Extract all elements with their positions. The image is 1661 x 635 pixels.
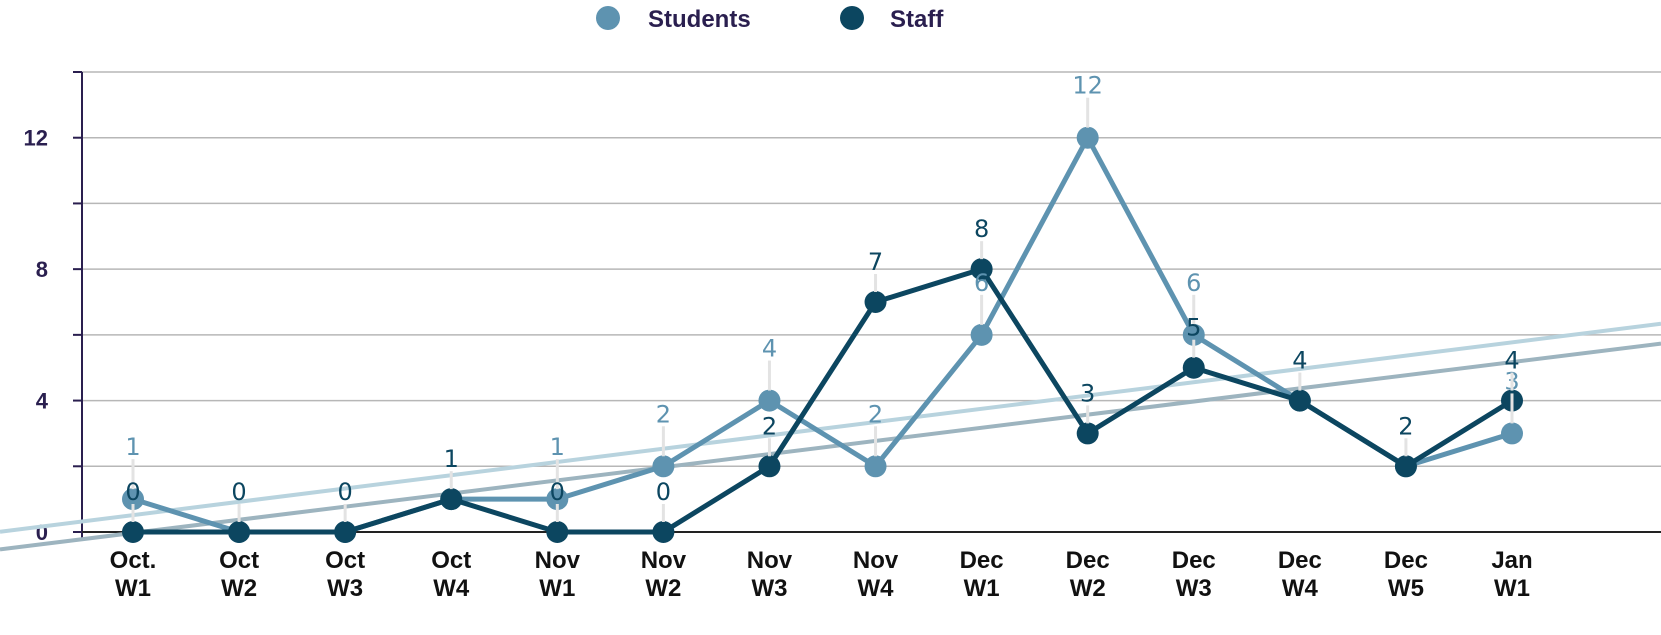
data-label-staff: 4 bbox=[1292, 347, 1307, 375]
point-students bbox=[970, 323, 993, 346]
point-staff bbox=[1288, 389, 1311, 412]
point-staff bbox=[546, 521, 569, 543]
data-label-staff: 7 bbox=[868, 248, 883, 276]
point-students bbox=[122, 488, 144, 511]
data-label-staff: 2 bbox=[762, 412, 777, 440]
point-students bbox=[1182, 323, 1205, 346]
point-staff bbox=[1394, 455, 1417, 478]
x-tick-label: Oct. W1 bbox=[110, 547, 157, 602]
data-label-staff: 5 bbox=[1186, 314, 1201, 342]
point-staff bbox=[1076, 422, 1099, 445]
point-students bbox=[1501, 422, 1523, 445]
point-staff bbox=[334, 521, 357, 543]
legend-marker-students bbox=[596, 6, 620, 30]
point-students bbox=[758, 389, 781, 412]
y-tick-label: 4 bbox=[36, 389, 49, 414]
point-students bbox=[1076, 126, 1099, 149]
y-tick-label: 8 bbox=[36, 257, 48, 282]
data-label-staff: 0 bbox=[338, 478, 353, 506]
grid bbox=[82, 71, 1661, 533]
point-students bbox=[652, 455, 675, 478]
x-tick-label: Jan W1 bbox=[1491, 547, 1532, 602]
data-label-students: 2 bbox=[656, 400, 671, 428]
x-tick-label: Dec W3 bbox=[1172, 547, 1216, 602]
x-tick-label: Dec W5 bbox=[1384, 547, 1428, 602]
trendlines bbox=[0, 321, 1661, 552]
point-staff bbox=[228, 521, 251, 543]
data-label-staff: 4 bbox=[1504, 347, 1519, 375]
x-tick-label: Nov W4 bbox=[853, 547, 899, 602]
x-tick-label: Oct W3 bbox=[325, 547, 365, 602]
data-labels: 112426126300010027835424 bbox=[125, 72, 1520, 522]
legend-label-students: Students bbox=[648, 6, 751, 33]
x-tick-label: Nov W2 bbox=[641, 547, 687, 602]
x-tick-label: Dec W4 bbox=[1278, 547, 1322, 602]
point-staff bbox=[122, 521, 144, 543]
data-label-students: 6 bbox=[1186, 269, 1201, 297]
y-tick-label: 0 bbox=[36, 520, 48, 545]
data-label-students: 4 bbox=[762, 335, 777, 363]
x-tick-label: Nov W1 bbox=[535, 547, 581, 602]
point-staff bbox=[1182, 356, 1205, 379]
x-tick-label: Oct W2 bbox=[219, 547, 259, 602]
series bbox=[122, 126, 1523, 543]
legend-label-staff: Staff bbox=[890, 6, 944, 33]
point-staff bbox=[864, 291, 887, 313]
data-label-staff: 0 bbox=[125, 478, 140, 506]
data-label-students: 1 bbox=[125, 433, 140, 461]
y-tick-label: 12 bbox=[24, 126, 48, 151]
legend-marker-staff bbox=[840, 6, 864, 30]
data-label-staff: 0 bbox=[550, 478, 565, 506]
point-students bbox=[864, 455, 887, 478]
data-label-staff: 0 bbox=[231, 478, 246, 506]
data-label-students: 6 bbox=[974, 269, 989, 297]
trendline-staff bbox=[0, 341, 1661, 552]
data-label-staff: 8 bbox=[974, 215, 989, 243]
data-label-staff: 3 bbox=[1080, 379, 1095, 407]
data-label-staff: 2 bbox=[1398, 412, 1413, 440]
line-staff bbox=[133, 266, 1514, 535]
legend: Students Staff bbox=[596, 6, 944, 33]
x-tick-label: Dec W2 bbox=[1066, 547, 1110, 602]
data-label-staff: 1 bbox=[444, 445, 459, 473]
data-label-students: 1 bbox=[550, 433, 565, 461]
point-staff bbox=[440, 488, 463, 511]
point-students bbox=[546, 488, 569, 511]
data-label-students: 2 bbox=[868, 400, 883, 428]
x-tick-label: Dec W1 bbox=[960, 547, 1004, 602]
data-label-staff: 0 bbox=[656, 478, 671, 506]
point-staff bbox=[970, 258, 993, 281]
x-tick-label: Nov W3 bbox=[747, 547, 793, 602]
x-tick-label: Oct W4 bbox=[431, 547, 471, 602]
data-label-students: 12 bbox=[1072, 72, 1103, 100]
point-staff bbox=[652, 521, 675, 543]
point-staff bbox=[758, 455, 781, 478]
trendline-students bbox=[0, 321, 1661, 534]
